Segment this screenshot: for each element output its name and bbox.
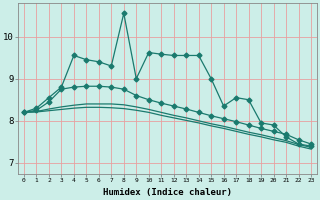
X-axis label: Humidex (Indice chaleur): Humidex (Indice chaleur) [103, 188, 232, 197]
